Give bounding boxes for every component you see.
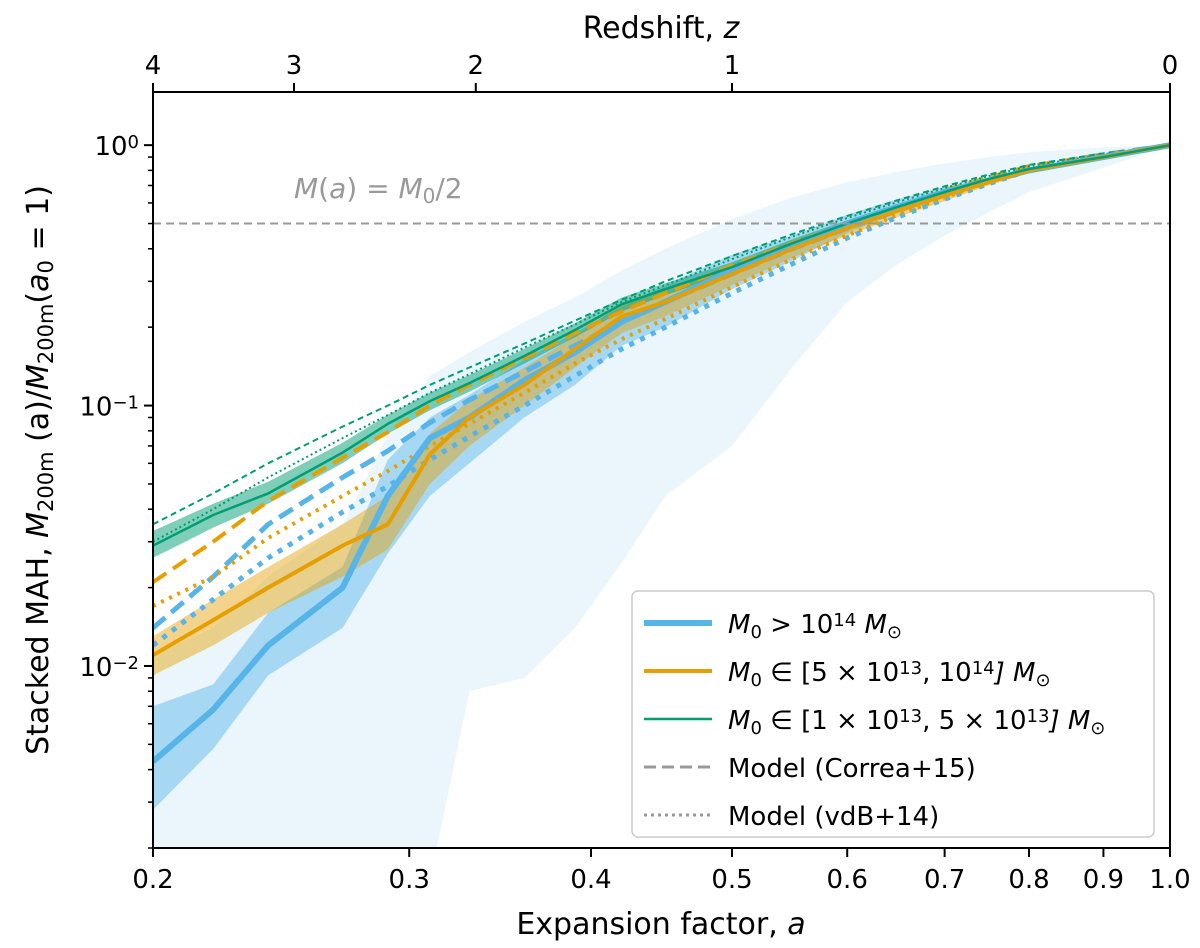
legend-label: Model (vdB+14) — [728, 802, 939, 832]
top-tick-label: 1 — [724, 51, 741, 81]
legend-label: M0 ∈ [1 × 1013, 5 × 1013] M⊙ — [728, 706, 1105, 739]
top-tick-label: 2 — [468, 51, 485, 81]
top-redshift-axis: 4 3 2 1 0 — [145, 51, 1179, 92]
correa-model-series-2 — [153, 144, 1170, 526]
x-tick-label: 0.3 — [389, 865, 430, 895]
median-series-1 — [153, 143, 1170, 657]
x-tick-label: 0.2 — [132, 865, 173, 895]
x-tick-label: 0.5 — [711, 865, 752, 895]
reference-line-label: M(a) = M0/2 — [294, 172, 463, 208]
median-series-2 — [153, 143, 1170, 547]
top-tick-label: 0 — [1162, 51, 1179, 81]
x-tick-label: 0.7 — [924, 865, 965, 895]
y-axis: 100 10−1 10−2 — [79, 132, 153, 849]
y-tick-label: 100 — [94, 132, 139, 162]
x-axis-label: Expansion factor, a — [516, 907, 805, 942]
legend-label: M0 > 1014 M⊙ — [728, 610, 902, 643]
top-tick-label: 4 — [145, 51, 162, 81]
vdb-model-series-2 — [153, 144, 1170, 543]
median-curves — [153, 142, 1170, 764]
x-tick-label: 0.4 — [570, 865, 611, 895]
x-axis: 0.2 0.3 0.4 0.5 0.6 0.7 0.8 0.9 1.0 — [132, 848, 1191, 895]
y-axis-label: Stacked MAH, M200m (a)/M200m(a0 = 1) — [21, 185, 58, 755]
top-axis-label: Redshift, z — [583, 11, 741, 46]
legend-label: Model (Correa+15) — [728, 754, 976, 784]
y-tick-label: 10−1 — [79, 392, 139, 422]
x-tick-label: 0.9 — [1083, 865, 1124, 895]
y-tick-label: 10−2 — [79, 653, 139, 683]
legend: M0 > 1014 M⊙ M0 ∈ [5 × 1013, 1014] M⊙ M0 ∈… — [631, 590, 1155, 838]
top-tick-label: 3 — [286, 51, 303, 81]
half-mass-reference: M(a) = M0/2 — [153, 172, 1170, 225]
legend-label: M0 ∈ [5 × 1013, 1014] M⊙ — [728, 658, 1051, 691]
band-outer-m14-left — [153, 375, 430, 848]
legend-box — [631, 590, 1155, 838]
x-tick-label: 1.0 — [1149, 865, 1190, 895]
x-tick-label: 0.8 — [1008, 865, 1049, 895]
plot-frame — [152, 91, 1171, 849]
x-tick-label: 0.6 — [827, 865, 868, 895]
